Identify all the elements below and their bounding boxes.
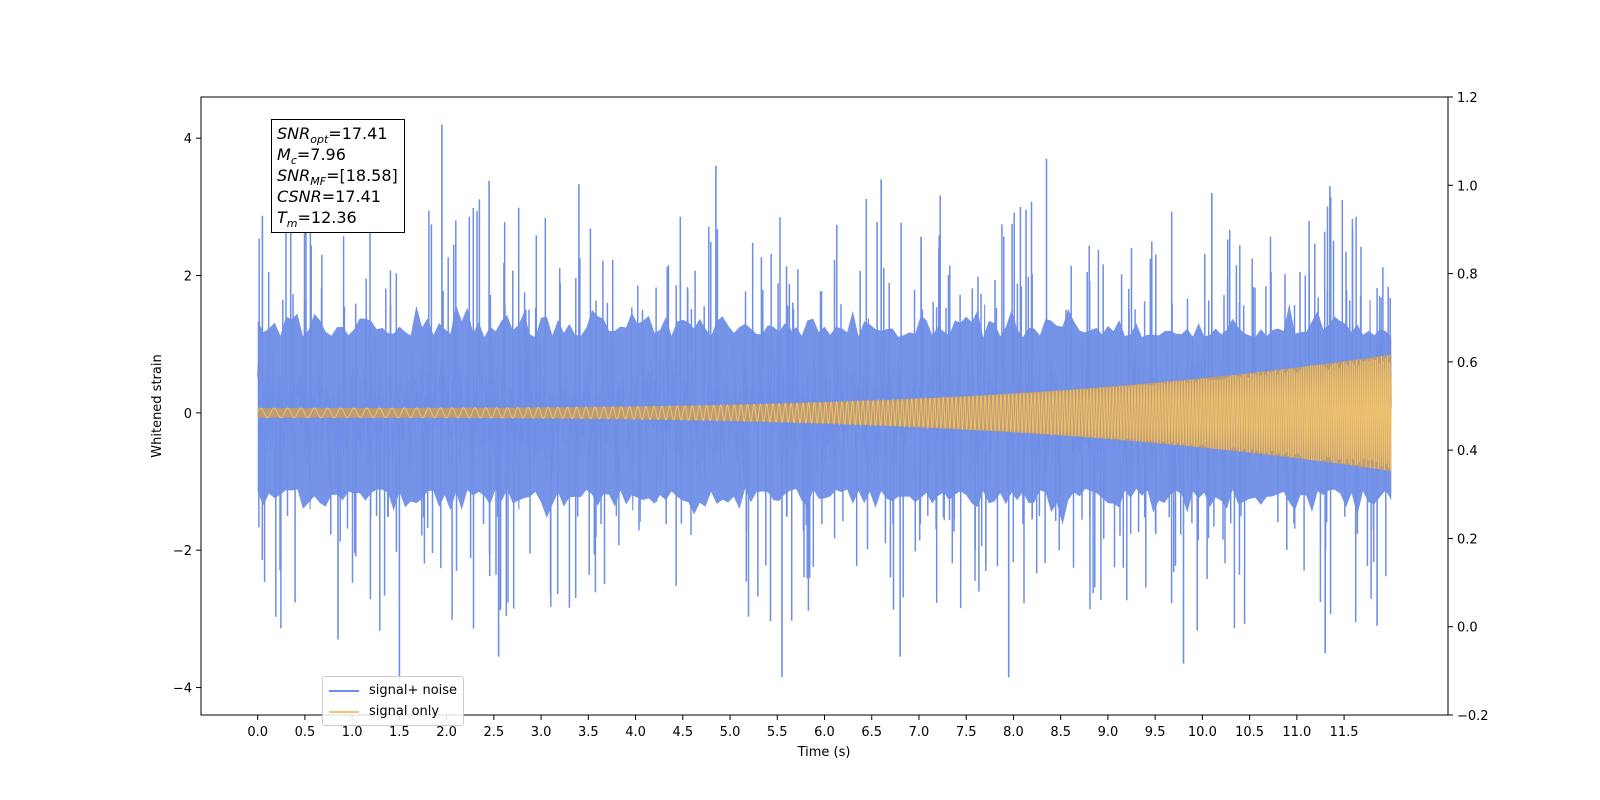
snr-mf-line: SNRMF=[18.58]: [277, 165, 398, 189]
x-tick-label: 0.0: [247, 725, 268, 740]
y2-tick-label: 0.8: [1457, 268, 1478, 283]
x-tick-label: 7.0: [909, 725, 930, 740]
y-axis-label: Whitened strain: [150, 354, 165, 457]
x-tick-label: 4.0: [625, 725, 646, 740]
x-tick-label: 5.5: [767, 725, 788, 740]
y-tick-label: 4: [184, 132, 192, 147]
mc-line: Mc=7.96: [277, 144, 398, 168]
y2-tick-label: 0.6: [1457, 356, 1478, 371]
tm-line: Tm=12.36: [277, 207, 398, 231]
x-tick-label: 1.5: [389, 725, 410, 740]
snr-mf-value: =[18.58]: [326, 166, 398, 185]
x-tick-label: 10.0: [1188, 725, 1217, 740]
csnr-line: CSNR=17.41: [277, 186, 398, 207]
mc-symbol: M: [277, 145, 291, 164]
x-tick-label: 8.0: [1003, 725, 1024, 740]
x-tick-label: 4.5: [672, 725, 693, 740]
x-tick-label: 2.0: [436, 725, 457, 740]
snr-mf-symbol: SNR: [277, 166, 311, 185]
series-layer: [257, 124, 1392, 681]
x-axis-label: Time (s): [797, 745, 851, 760]
y2-tick-label: 0.2: [1457, 532, 1478, 547]
snr-opt-subscript: opt: [310, 133, 329, 147]
legend-item-signal-only: signal only: [329, 701, 457, 722]
csnr-symbol: CSNR: [277, 187, 322, 206]
y2-tick-label: −0.2: [1457, 709, 1489, 724]
x-tick-label: 9.0: [1098, 725, 1119, 740]
legend-swatch-signal-noise: [329, 689, 359, 692]
legend-label-signal-only: signal only: [369, 704, 440, 719]
x-tick-label: 3.5: [578, 725, 599, 740]
x-tick-label: 6.5: [861, 725, 882, 740]
x-tick-label: 9.5: [1145, 725, 1166, 740]
x-tick-label: 11.5: [1330, 725, 1359, 740]
series-signal-only-line: [257, 355, 1392, 471]
x-tick-label: 10.5: [1235, 725, 1264, 740]
legend-label-signal-noise: signal+ noise: [369, 683, 458, 698]
legend: signal+ noise signal only: [322, 676, 465, 726]
y-tick-label: 0: [184, 407, 192, 422]
x-tick-label: 6.0: [814, 725, 835, 740]
annotation-box: SNRopt=17.41 Mc=7.96 SNRMF=[18.58] CSNR=…: [271, 119, 405, 233]
snr-opt-value: =17.41: [328, 124, 388, 143]
snr-mf-subscript: MF: [310, 175, 327, 189]
mc-value: =7.96: [296, 145, 346, 164]
legend-swatch-signal-only: [329, 710, 359, 713]
tm-symbol: T: [277, 208, 287, 227]
y2-tick-label: 0.0: [1457, 621, 1478, 636]
x-tick-label: 7.5: [956, 725, 977, 740]
snr-opt-line: SNRopt=17.41: [277, 123, 398, 147]
y-tick-label: −2: [173, 544, 192, 559]
csnr-value: =17.41: [321, 187, 381, 206]
x-tick-label: 5.0: [720, 725, 741, 740]
y2-tick-label: 1.0: [1457, 179, 1478, 194]
axes-layer: 0.0 0.5 1.0 1.5 2.0 2.5 3.0 3.5 4.0 4.5 5.0 5.5 6.0 6…: [173, 91, 1489, 740]
x-tick-label: 8.5: [1050, 725, 1071, 740]
x-tick-label: 0.5: [295, 725, 316, 740]
mc-subscript: c: [290, 154, 297, 168]
x-tick-label: 11.0: [1282, 725, 1311, 740]
y-tick-label: −4: [173, 682, 192, 697]
x-tick-label: 1.0: [342, 725, 363, 740]
tm-value: =12.36: [297, 208, 357, 227]
x-tick-label: 2.5: [484, 725, 505, 740]
legend-item-signal-noise: signal+ noise: [329, 680, 457, 701]
tm-subscript: m: [286, 217, 298, 231]
y-tick-label: 2: [184, 270, 192, 285]
y2-tick-label: 0.4: [1457, 444, 1478, 459]
x-tick-label: 3.0: [531, 725, 552, 740]
snr-opt-symbol: SNR: [277, 124, 311, 143]
y2-tick-label: 1.2: [1457, 91, 1478, 106]
